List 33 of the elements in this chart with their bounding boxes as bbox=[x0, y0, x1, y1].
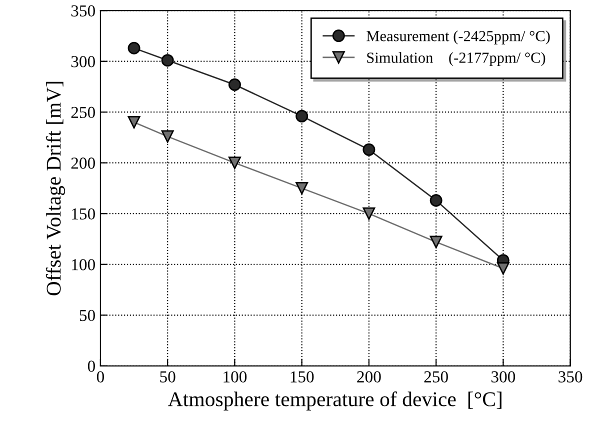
point bbox=[228, 78, 241, 91]
point bbox=[362, 143, 376, 156]
y-axis-title: Offset Voltage Drift [mV] bbox=[46, 82, 66, 296]
x-tick-label: 250 bbox=[424, 371, 448, 382]
x-tick-label: 150 bbox=[290, 371, 314, 382]
y-tick-label: 50 bbox=[80, 310, 95, 322]
y-tick-label: 300 bbox=[71, 56, 95, 68]
y-tick-label: 350 bbox=[71, 5, 95, 17]
point bbox=[228, 156, 241, 170]
point bbox=[496, 262, 510, 275]
x-tick-label: 50 bbox=[160, 371, 176, 382]
point bbox=[296, 182, 308, 194]
x-axis-title: Atmosphere temperature of device [°C] bbox=[168, 391, 502, 411]
x-tick-label: 0 bbox=[96, 371, 104, 382]
y-tick-label: 0 bbox=[88, 360, 95, 372]
x-tick-label: 300 bbox=[491, 371, 516, 382]
point bbox=[161, 54, 174, 67]
point bbox=[362, 207, 376, 220]
x-tick-label: 100 bbox=[224, 371, 247, 382]
y-tick-label: 250 bbox=[71, 106, 95, 118]
legend-label: Measurement (-2425ppm/ °C) bbox=[366, 30, 550, 44]
y-tick-label: 150 bbox=[72, 208, 95, 220]
point bbox=[296, 110, 308, 122]
x-tick-label: 350 bbox=[558, 371, 582, 382]
point bbox=[128, 42, 140, 54]
y-tick-label: 100 bbox=[72, 259, 95, 270]
point bbox=[430, 194, 442, 207]
y-tick-label: 200 bbox=[71, 158, 95, 169]
point bbox=[128, 116, 140, 128]
point bbox=[161, 130, 174, 143]
x-tick-label: 200 bbox=[357, 371, 381, 382]
point bbox=[430, 236, 442, 248]
legend-label: Simulation (-2177ppm/ °C) bbox=[367, 52, 546, 66]
